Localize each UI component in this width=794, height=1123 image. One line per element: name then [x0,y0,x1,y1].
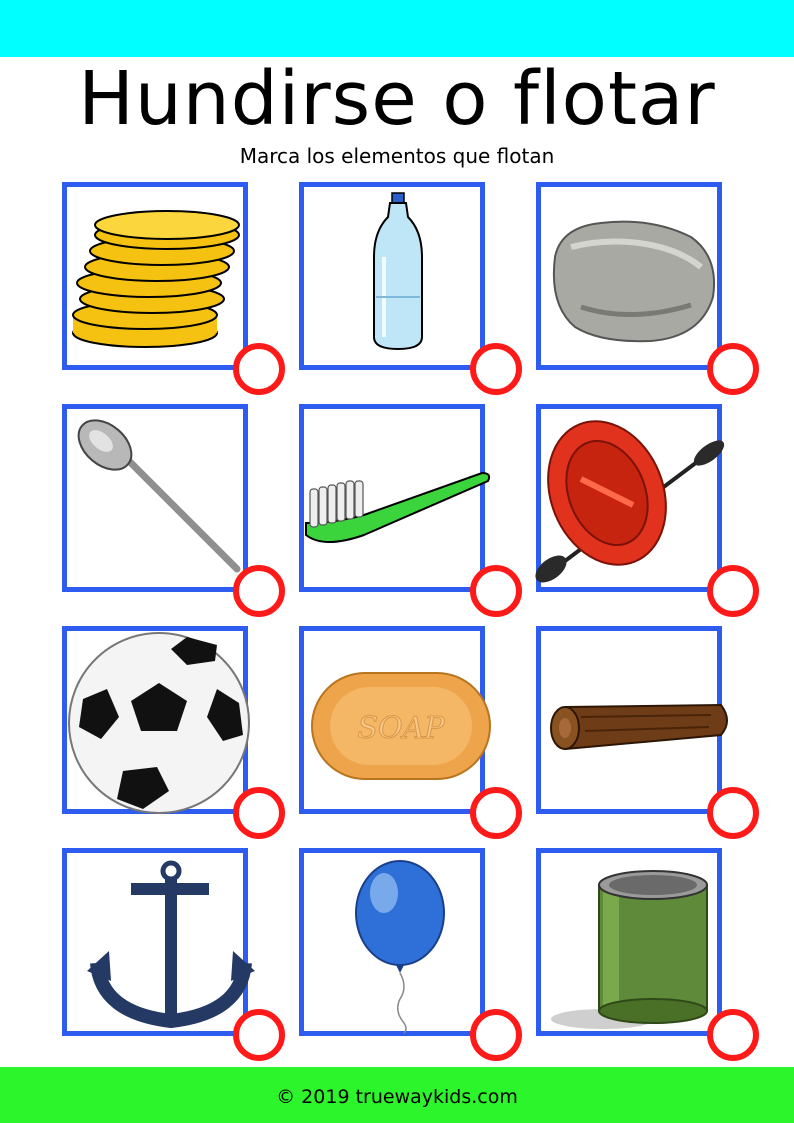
float-checkbox[interactable] [707,565,759,617]
float-checkbox[interactable] [470,787,522,839]
top-color-bar [0,0,794,57]
item-card-anchor [62,848,285,1061]
tin-can-icon [551,870,708,1029]
float-checkbox[interactable] [470,343,522,395]
item-card-ball [62,626,285,839]
rock-icon [552,220,715,343]
item-card-soap: SOAP [299,626,522,839]
wooden-log-icon [550,703,728,751]
toothbrush-icon [305,471,491,543]
float-checkbox[interactable] [233,1009,285,1061]
item-card-balloon [299,848,522,1061]
spoon-icon [77,419,241,573]
float-checkbox[interactable] [707,1009,759,1061]
item-card-bottle [299,182,522,395]
soccer-ball-icon [68,632,250,814]
page-instructions: Marca los elementos que flotan [239,144,555,168]
item-card-rock [536,182,759,395]
item-card-log [536,626,759,839]
float-checkbox[interactable] [470,565,522,617]
inflatable-raft-icon [535,420,725,583]
float-checkbox[interactable] [707,787,759,839]
soap-label: SOAP [358,711,446,746]
float-checkbox[interactable] [233,565,285,617]
coins-icon [72,210,240,348]
balloon-icon [355,860,445,1034]
page-title: Hundirse o flotar [78,56,716,142]
float-checkbox[interactable] [233,787,285,839]
float-checkbox[interactable] [707,343,759,395]
item-card-spoon [62,404,285,617]
item-card-can [536,848,759,1061]
float-checkbox[interactable] [233,343,285,395]
item-card-toothbrush [299,404,522,617]
copyright-footer: © 2019 truewaykids.com [276,1086,518,1108]
soap-bar-icon: SOAP [311,672,491,780]
float-checkbox[interactable] [470,1009,522,1061]
plastic-bottle-icon [373,192,423,351]
bottom-color-bar [0,1067,794,1123]
anchor-icon [87,860,255,1029]
item-card-coins [62,182,285,395]
item-card-raft [535,404,759,617]
